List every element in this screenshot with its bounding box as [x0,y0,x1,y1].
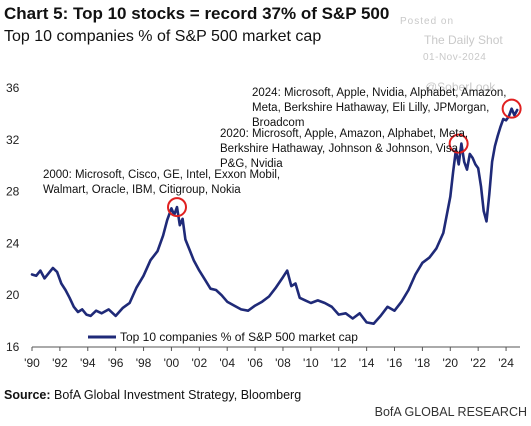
x-tick-label: '18 [415,356,431,370]
series-line-top10 [30,107,519,326]
annotation-2024: 2024: Microsoft, Apple, Nvidia, Alphabet… [252,87,507,129]
y-tick-label: 20 [6,288,20,302]
y-tick-label: 16 [6,340,20,354]
x-tick-label: '94 [80,356,96,370]
x-tick-label: '24 [498,356,514,370]
chart-series [30,107,519,326]
highlight-circle [501,98,522,119]
chart-highlights [167,98,522,218]
chart-axes: '90 '92 '94 '96 '98 '00 '02 '04 '06 '08 '10 '12 '14 '… [6,81,520,370]
x-tick-label: '96 [108,356,124,370]
x-tick-label: '98 [136,356,152,370]
x-tick-label: '20 [442,356,458,370]
annotation-2000: 2000: Microsoft, Cisco, GE, Intel, Exxon… [43,169,281,196]
source-text: BofA Global Investment Strategy, Bloombe… [54,388,302,402]
y-tick-label: 36 [6,81,20,95]
x-tick-label: '14 [359,356,375,370]
source-footer: Source: BofA Global Investment Strategy,… [4,388,301,402]
legend-label: Top 10 companies % of S&P 500 market cap [120,330,358,344]
watermark-handle: @SoberLook [425,80,496,94]
x-tick-label: '04 [219,356,235,370]
chart-legend: Top 10 companies % of S&P 500 market cap [88,330,358,344]
source-label: Source: [4,388,51,402]
watermark-date: 01-Nov-2024 [423,52,487,63]
y-tick-label: 28 [6,185,20,199]
watermark-posted-on: Posted on [400,16,455,27]
x-tick-label: '22 [470,356,486,370]
watermark-source-name: The Daily Shot [424,33,503,47]
x-tick-label: '08 [275,356,291,370]
x-tick-label: '92 [52,356,68,370]
x-tick-label: '90 [24,356,40,370]
brand-logo-text: BofA GLOBAL RESEARCH [374,405,527,419]
x-tick-label: '12 [331,356,347,370]
annotation-2020: 2020: Microsoft, Apple, Amazon, Alphabet… [220,128,469,170]
y-tick-label: 24 [6,236,20,250]
y-tick-label: 32 [6,133,20,147]
chart-subtitle: Top 10 companies % of S&P 500 market cap [4,28,322,45]
x-tick-label: '10 [303,356,319,370]
x-tick-label: '00 [164,356,180,370]
highlight-circle [448,133,469,154]
highlight-circle [167,197,188,218]
x-tick-label: '02 [191,356,207,370]
x-tick-label: '16 [387,356,403,370]
chart-title: Chart 5: Top 10 stocks = record 37% of S… [4,4,390,23]
x-tick-label: '06 [247,356,263,370]
